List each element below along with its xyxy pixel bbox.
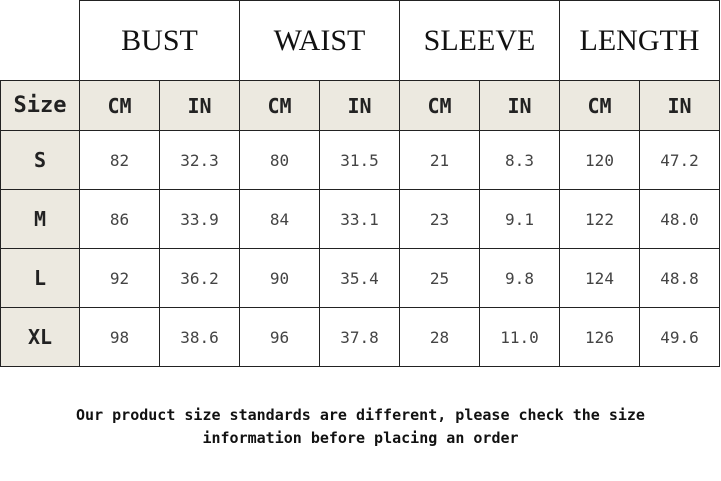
size-disclaimer-note: Our product size standards are different…	[0, 404, 721, 450]
group-header-bust: BUST	[79, 0, 240, 81]
measurement-cell: 37.8	[319, 307, 400, 367]
units-row: Size CM IN CM IN CM IN CM IN	[0, 80, 720, 131]
measurement-cell: 84	[239, 189, 320, 249]
unit-header: CM	[79, 80, 160, 131]
group-header-waist: WAIST	[239, 0, 400, 81]
unit-header: CM	[239, 80, 320, 131]
measurement-cell: 35.4	[319, 248, 400, 308]
measurement-cell: 25	[399, 248, 480, 308]
measurement-cell: 96	[239, 307, 320, 367]
measurement-group-row: BUST WAIST SLEEVE LENGTH	[0, 0, 720, 81]
measurement-cell: 36.2	[159, 248, 240, 308]
table-row: L 92 36.2 90 35.4 25 9.8 124 48.8	[0, 248, 720, 308]
measurement-cell: 126	[559, 307, 640, 367]
group-header-sleeve: SLEEVE	[399, 0, 560, 81]
corner-cell	[0, 0, 80, 81]
measurement-cell: 33.9	[159, 189, 240, 249]
measurement-cell: 124	[559, 248, 640, 308]
table-row: XL 98 38.6 96 37.8 28 11.0 126 49.6	[0, 307, 720, 367]
measurement-cell: 31.5	[319, 130, 400, 190]
measurement-cell: 8.3	[479, 130, 560, 190]
unit-header: IN	[319, 80, 400, 131]
size-column-header: Size	[0, 80, 80, 131]
note-line-2: information before placing an order	[202, 429, 519, 447]
measurement-cell: 49.6	[639, 307, 720, 367]
size-label: S	[0, 130, 80, 190]
unit-header: CM	[399, 80, 480, 131]
table-row: S 82 32.3 80 31.5 21 8.3 120 47.2	[0, 130, 720, 190]
measurement-cell: 23	[399, 189, 480, 249]
measurement-cell: 122	[559, 189, 640, 249]
measurement-cell: 9.8	[479, 248, 560, 308]
measurement-cell: 11.0	[479, 307, 560, 367]
measurement-cell: 33.1	[319, 189, 400, 249]
measurement-cell: 48.0	[639, 189, 720, 249]
measurement-cell: 90	[239, 248, 320, 308]
measurement-cell: 86	[79, 189, 160, 249]
size-label: XL	[0, 307, 80, 367]
note-line-1: Our product size standards are different…	[76, 406, 645, 424]
unit-header: IN	[639, 80, 720, 131]
size-chart-table: BUST WAIST SLEEVE LENGTH Size CM IN CM I…	[0, 0, 720, 367]
measurement-cell: 98	[79, 307, 160, 367]
unit-header: CM	[559, 80, 640, 131]
measurement-cell: 21	[399, 130, 480, 190]
measurement-cell: 47.2	[639, 130, 720, 190]
group-header-length: LENGTH	[559, 0, 720, 81]
measurement-cell: 120	[559, 130, 640, 190]
measurement-cell: 82	[79, 130, 160, 190]
measurement-cell: 9.1	[479, 189, 560, 249]
measurement-cell: 28	[399, 307, 480, 367]
size-label: M	[0, 189, 80, 249]
measurement-cell: 48.8	[639, 248, 720, 308]
measurement-cell: 32.3	[159, 130, 240, 190]
unit-header: IN	[479, 80, 560, 131]
size-label: L	[0, 248, 80, 308]
measurement-cell: 92	[79, 248, 160, 308]
table-row: M 86 33.9 84 33.1 23 9.1 122 48.0	[0, 189, 720, 249]
unit-header: IN	[159, 80, 240, 131]
measurement-cell: 38.6	[159, 307, 240, 367]
measurement-cell: 80	[239, 130, 320, 190]
